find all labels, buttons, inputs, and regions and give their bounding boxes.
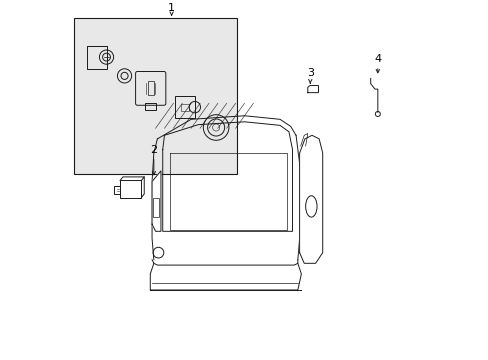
Polygon shape bbox=[152, 171, 161, 231]
Polygon shape bbox=[299, 135, 322, 263]
Bar bbox=[114, 186, 120, 194]
Bar bbox=[153, 198, 159, 217]
Bar bbox=[175, 96, 194, 118]
Text: 3: 3 bbox=[306, 68, 313, 78]
Text: 1: 1 bbox=[168, 3, 175, 13]
Bar bbox=[145, 103, 156, 110]
Text: 4: 4 bbox=[373, 54, 381, 64]
Bar bbox=[147, 81, 153, 95]
Polygon shape bbox=[307, 86, 318, 93]
Bar bbox=[87, 46, 106, 69]
Text: 2: 2 bbox=[150, 145, 157, 155]
Bar bbox=[120, 180, 141, 198]
Bar bbox=[181, 104, 188, 111]
Bar bbox=[74, 18, 237, 175]
